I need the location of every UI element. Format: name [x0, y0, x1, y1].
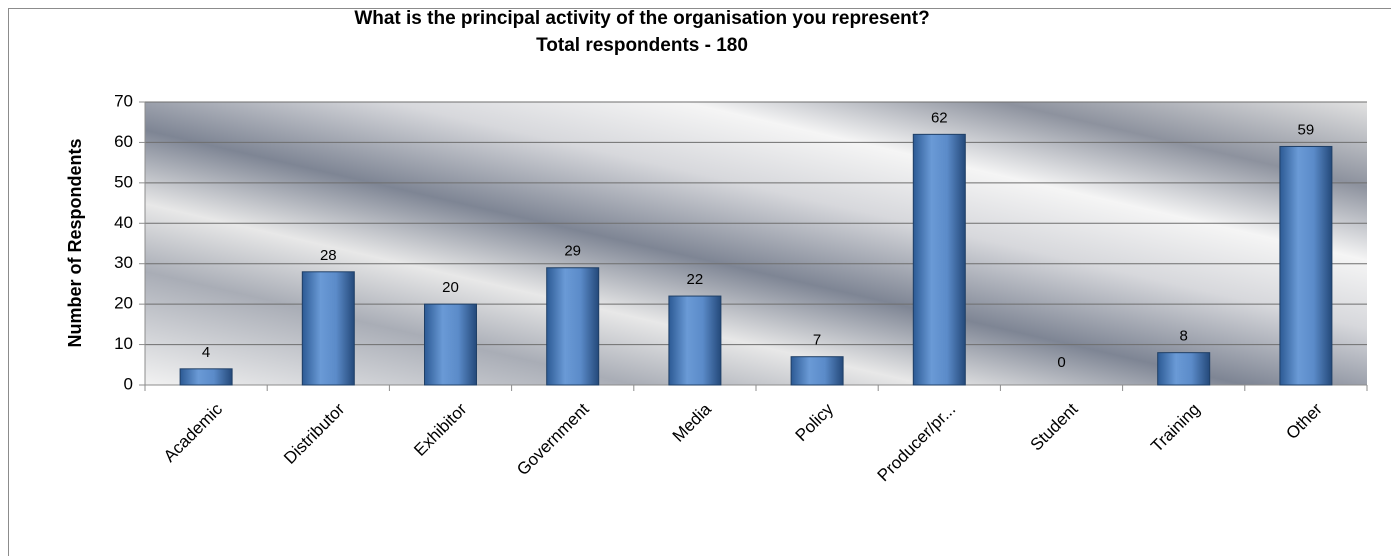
y-tick-label: 30: [114, 253, 133, 272]
bar: [668, 295, 722, 386]
value-label: 62: [931, 109, 948, 126]
y-tick-label: 0: [124, 374, 133, 393]
value-label: 59: [1298, 121, 1315, 138]
value-label: 20: [442, 279, 459, 296]
value-label: 4: [202, 344, 210, 361]
bar: [424, 303, 477, 386]
y-tick-label: 70: [114, 91, 133, 110]
chart-title: What is the principal activity of the or…: [354, 8, 929, 29]
value-label: 28: [320, 247, 337, 264]
y-tick-label: 10: [114, 334, 133, 353]
value-label: 8: [1180, 328, 1188, 345]
bar: [179, 368, 233, 386]
y-tick-label: 50: [114, 172, 133, 191]
value-label: 7: [813, 332, 821, 349]
bar: [1279, 145, 1333, 386]
bar: [301, 271, 355, 386]
value-label: 0: [1057, 354, 1065, 371]
bar: [1157, 352, 1211, 386]
y-axis-title: Number of Respondents: [65, 138, 85, 347]
value-label: 22: [687, 271, 704, 288]
bar: [546, 267, 600, 386]
chart-subtitle: Total respondents - 180: [536, 35, 748, 56]
value-label: 29: [564, 243, 581, 260]
y-tick-label: 20: [114, 294, 133, 313]
y-tick-label: 60: [114, 132, 133, 151]
bar: [790, 356, 844, 386]
bar: [912, 133, 966, 386]
y-tick-label: 40: [114, 213, 133, 232]
